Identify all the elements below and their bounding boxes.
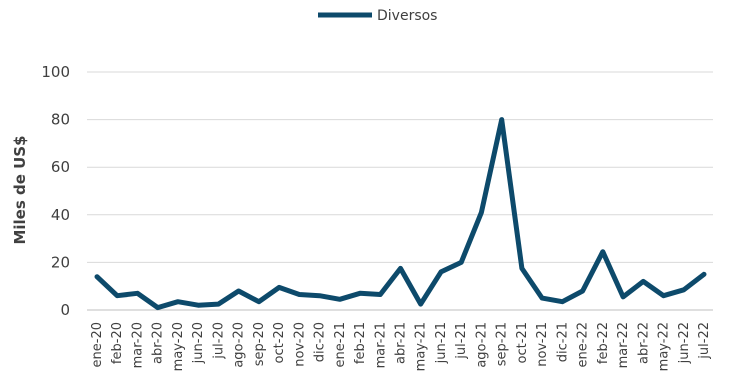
x-tick-label: sep-21 <box>495 322 510 366</box>
y-tick-label: 20 <box>51 253 70 271</box>
x-tick-label: jul-22 <box>697 322 712 360</box>
x-tick-label: jun-20 <box>191 322 206 364</box>
grid <box>87 71 713 311</box>
x-tick-label: feb-22 <box>596 322 611 364</box>
x-tick-label: mar-22 <box>616 322 631 368</box>
x-tick-label: feb-20 <box>110 322 125 364</box>
series-layer <box>94 117 707 311</box>
y-tick-label: 60 <box>51 158 70 176</box>
y-tick-label: 100 <box>41 63 70 81</box>
x-tick-label: abr-20 <box>151 322 166 364</box>
series-line <box>94 117 707 311</box>
legend: Diversos <box>318 8 437 24</box>
x-tick-label: nov-20 <box>292 322 307 367</box>
x-tick-label: abr-21 <box>394 322 409 364</box>
y-tick-label: 80 <box>51 111 70 129</box>
x-tick-label: oct-21 <box>515 322 530 363</box>
y-tick-labels: 0 20 40 60 80 100 <box>41 63 70 319</box>
x-tick-label: may-20 <box>171 322 186 371</box>
x-tick-label: ene-22 <box>576 322 591 367</box>
y-tick-label: 0 <box>60 301 70 319</box>
x-tick-label: ene-20 <box>90 322 105 367</box>
x-tick-label: sep-20 <box>252 322 267 366</box>
y-tick-label: 40 <box>51 206 70 224</box>
y-axis-label: Miles de US$ <box>11 135 29 244</box>
x-tick-label: dic-20 <box>313 322 328 362</box>
x-tick-label: dic-21 <box>555 322 570 362</box>
x-tick-label: ago-20 <box>232 322 247 368</box>
x-tick-label: may-21 <box>414 322 429 371</box>
x-tick-labels: ene-20 feb-20 mar-20 abr-20 may-20 jun-20 jul-… <box>90 322 712 371</box>
x-tick-label: oct-20 <box>272 322 287 363</box>
x-tick-label: ene-21 <box>333 322 348 367</box>
x-tick-label: jun-22 <box>677 322 692 364</box>
x-tick-label: jul-20 <box>211 322 226 360</box>
x-tick-label: jul-21 <box>454 322 469 360</box>
x-tick-label: jun-21 <box>434 322 449 364</box>
x-tick-label: may-22 <box>657 322 672 371</box>
x-tick-label: abr-22 <box>636 322 651 364</box>
x-tick-label: mar-20 <box>130 322 145 368</box>
x-tick-label: ago-21 <box>474 322 489 368</box>
x-tick-label: nov-21 <box>535 322 550 367</box>
x-tick-label: mar-21 <box>373 322 388 368</box>
x-tick-label: feb-21 <box>353 322 368 364</box>
legend-label: Diversos <box>377 8 437 24</box>
